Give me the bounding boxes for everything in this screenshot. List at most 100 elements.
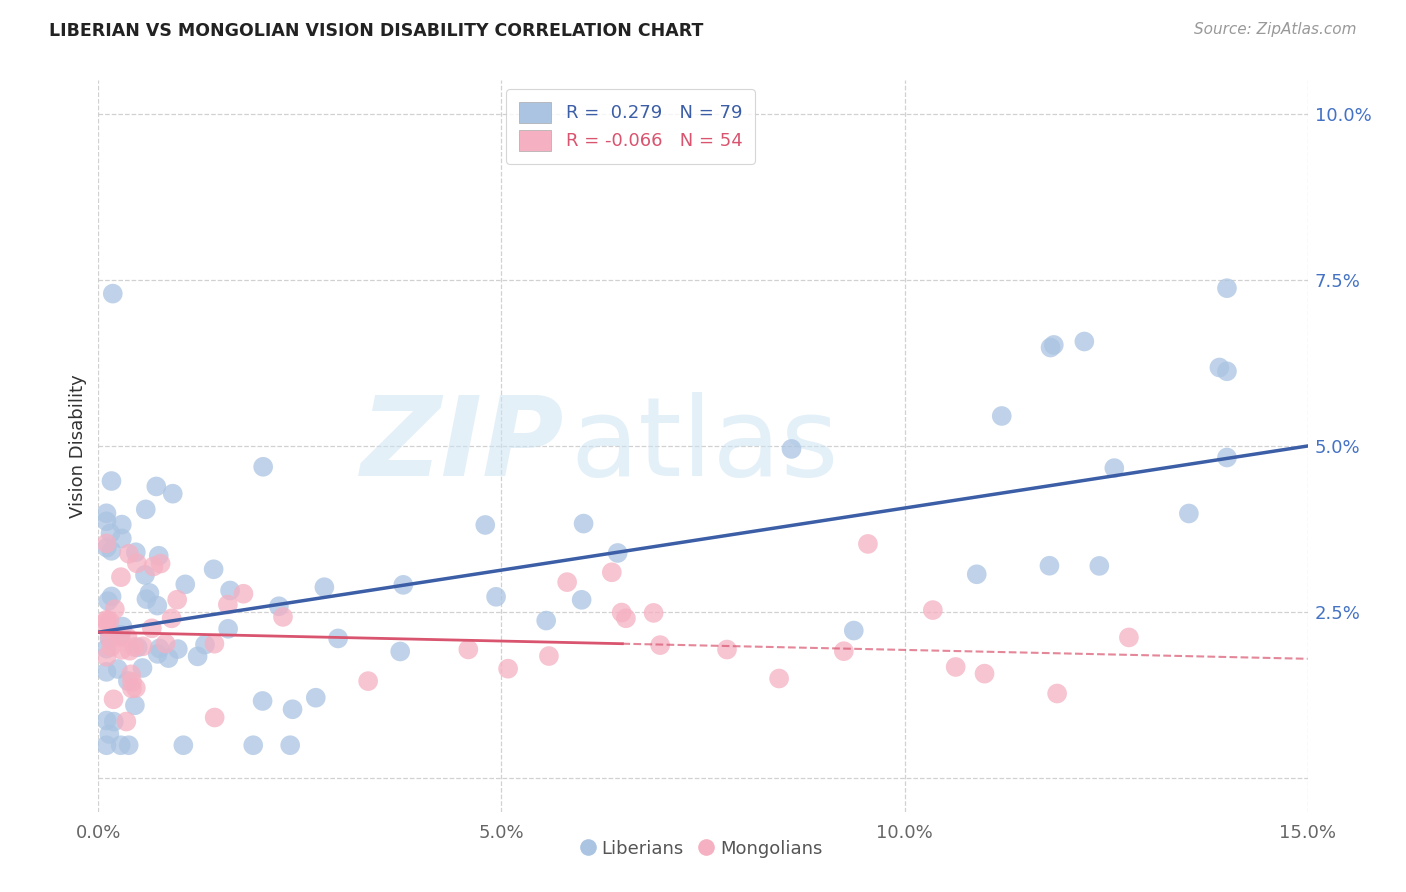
Liberians — [572, 516, 595, 531]
Mongolians — [232, 587, 254, 601]
Liberians — [97, 594, 120, 608]
Liberians — [281, 702, 304, 716]
Liberians — [252, 694, 274, 708]
Mongolians — [142, 559, 165, 574]
Liberians — [1038, 558, 1060, 573]
Liberians — [278, 738, 301, 752]
Mongolians — [115, 714, 138, 729]
Liberians — [125, 545, 148, 559]
Text: ZIP: ZIP — [360, 392, 564, 500]
Mongolians — [120, 667, 142, 681]
Mongolians — [98, 632, 121, 646]
Mongolians — [121, 674, 143, 689]
Mongolians — [610, 606, 633, 620]
Mongolians — [716, 642, 738, 657]
Mongolians — [110, 630, 132, 644]
Mongolians — [96, 613, 118, 627]
Liberians — [96, 714, 118, 728]
Mongolians — [121, 681, 143, 696]
Mongolians — [104, 602, 127, 616]
Liberians — [1178, 507, 1201, 521]
Liberians — [96, 738, 118, 752]
Liberians — [146, 599, 169, 613]
Liberians — [1073, 334, 1095, 349]
Liberians — [157, 651, 180, 665]
Mongolians — [217, 598, 239, 612]
Liberians — [96, 665, 118, 679]
Y-axis label: Vision Disability: Vision Disability — [69, 374, 87, 518]
Mongolians — [945, 660, 967, 674]
Mongolians — [96, 615, 118, 629]
Liberians — [606, 546, 628, 560]
Mongolians — [832, 644, 855, 658]
Liberians — [1216, 450, 1239, 465]
Liberians — [252, 459, 274, 474]
Text: LIBERIAN VS MONGOLIAN VISION DISABILITY CORRELATION CHART: LIBERIAN VS MONGOLIAN VISION DISABILITY … — [49, 22, 703, 40]
Liberians — [124, 698, 146, 713]
Mongolians — [103, 692, 125, 706]
Mongolians — [457, 642, 479, 657]
Liberians — [100, 474, 122, 488]
Mongolians — [160, 611, 183, 625]
Liberians — [1088, 558, 1111, 573]
Text: Source: ZipAtlas.com: Source: ZipAtlas.com — [1194, 22, 1357, 37]
Liberians — [202, 562, 225, 576]
Liberians — [135, 592, 157, 607]
Mongolians — [125, 681, 148, 695]
Liberians — [389, 644, 412, 658]
Mongolians — [271, 610, 294, 624]
Liberians — [217, 622, 239, 636]
Liberians — [162, 486, 184, 500]
Mongolians — [100, 640, 122, 654]
Mongolians — [125, 557, 148, 571]
Liberians — [145, 479, 167, 493]
Mongolians — [768, 672, 790, 686]
Mongolians — [132, 640, 155, 654]
Liberians — [98, 631, 121, 645]
Mongolians — [118, 644, 141, 658]
Mongolians — [643, 606, 665, 620]
Liberians — [842, 624, 865, 638]
Liberians — [100, 544, 122, 558]
Liberians — [127, 640, 149, 655]
Liberians — [111, 517, 134, 532]
Liberians — [134, 568, 156, 582]
Mongolians — [166, 592, 188, 607]
Text: atlas: atlas — [569, 392, 838, 500]
Liberians — [100, 526, 122, 541]
Mongolians — [555, 575, 578, 590]
Liberians — [780, 442, 803, 456]
Mongolians — [921, 603, 943, 617]
Liberians — [131, 661, 153, 675]
Mongolians — [96, 536, 118, 550]
Mongolians — [122, 640, 145, 654]
Mongolians — [155, 636, 177, 650]
Liberians — [148, 641, 170, 656]
Mongolians — [973, 666, 995, 681]
Mongolians — [149, 557, 172, 571]
Mongolians — [96, 621, 118, 635]
Liberians — [571, 592, 593, 607]
Liberians — [1043, 338, 1066, 352]
Liberians — [96, 514, 118, 528]
Mongolians — [537, 648, 560, 663]
Mongolians — [118, 547, 141, 561]
Liberians — [110, 738, 132, 752]
Liberians — [966, 567, 988, 582]
Mongolians — [1046, 686, 1069, 700]
Liberians — [96, 541, 118, 555]
Liberians — [267, 599, 290, 614]
Mongolians — [96, 649, 118, 664]
Mongolians — [856, 537, 879, 551]
Mongolians — [204, 637, 226, 651]
Liberians — [118, 738, 141, 752]
Mongolians — [110, 570, 132, 584]
Liberians — [138, 586, 160, 600]
Liberians — [485, 590, 508, 604]
Liberians — [96, 506, 118, 520]
Liberians — [103, 714, 125, 729]
Liberians — [100, 590, 122, 604]
Mongolians — [110, 643, 132, 657]
Liberians — [117, 673, 139, 688]
Liberians — [314, 580, 336, 594]
